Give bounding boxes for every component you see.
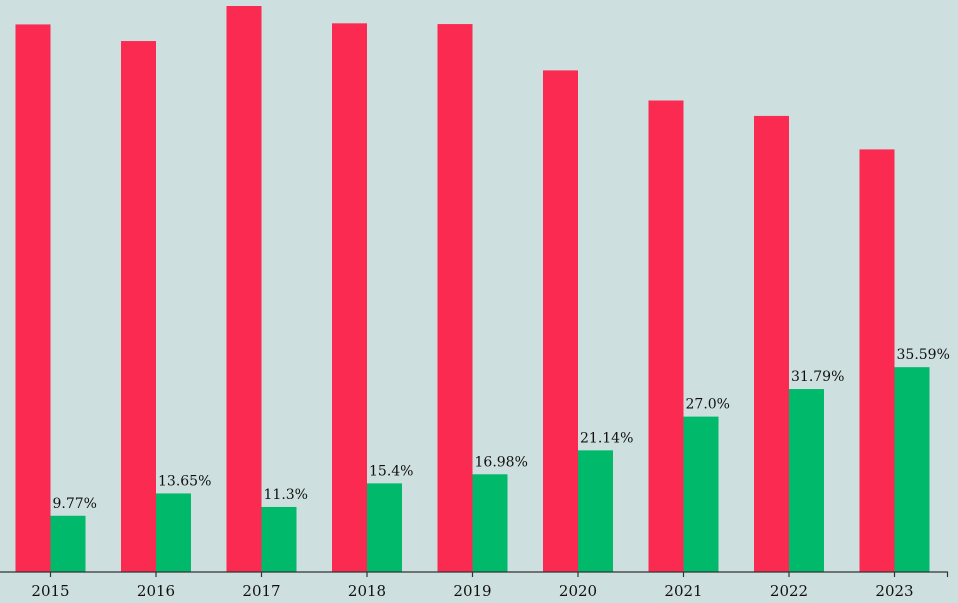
x-tick-label-2018: 2018 (348, 582, 386, 600)
data-label-2021: 27.0% (686, 397, 730, 413)
x-axis-ticks: 2015 2016 2017 2018 2019 2020 2021 2022 2023 (31, 572, 949, 600)
bar-series2-2020 (578, 450, 613, 572)
bar-series2-2017 (261, 506, 297, 572)
bar-series2-2019 (472, 474, 508, 572)
x-tick-label-2019: 2019 (453, 582, 491, 600)
x-tick-label-2021: 2021 (664, 582, 702, 600)
data-label-2018: 15.4% (369, 463, 413, 479)
x-tick-label-2020: 2020 (559, 582, 597, 600)
bar-series1-2017 (226, 6, 262, 572)
x-tick-label-2017: 2017 (242, 582, 280, 600)
x-tick-label-2015: 2015 (31, 582, 69, 600)
bar-series1-2021 (648, 100, 684, 572)
bar-series1-2020 (543, 70, 578, 573)
data-labels-group: 9.77% 13.65% 11.3% 15.4% 16.98% 21.14% 27.0% 31… (53, 347, 950, 512)
data-label-2023: 35.59% (897, 347, 950, 363)
bars-group (15, 6, 930, 573)
data-label-2015: 9.77% (53, 496, 97, 512)
x-tick-label-2016: 2016 (137, 582, 175, 600)
data-label-2022: 31.79% (791, 369, 844, 385)
bar-series1-2018 (332, 23, 367, 572)
bar-series2-2015 (50, 515, 86, 572)
bar-series2-2016 (156, 493, 191, 572)
bar-series2-2022 (789, 389, 824, 572)
data-label-2016: 13.65% (158, 473, 211, 489)
bar-series1-2015 (15, 24, 51, 573)
x-tick-label-2023: 2023 (875, 582, 913, 600)
data-label-2020: 21.14% (580, 430, 633, 446)
x-tick-label-2022: 2022 (770, 582, 808, 600)
bar-series2-2023 (894, 367, 930, 572)
bar-series2-2018 (367, 483, 402, 572)
bar-series2-2021 (683, 416, 719, 572)
data-label-2019: 16.98% (475, 454, 528, 470)
bar-series1-2023 (859, 149, 895, 573)
data-label-2017: 11.3% (264, 487, 308, 503)
bar-series1-2016 (121, 41, 156, 573)
bar-series1-2019 (437, 24, 473, 573)
bar-series1-2022 (754, 115, 789, 572)
